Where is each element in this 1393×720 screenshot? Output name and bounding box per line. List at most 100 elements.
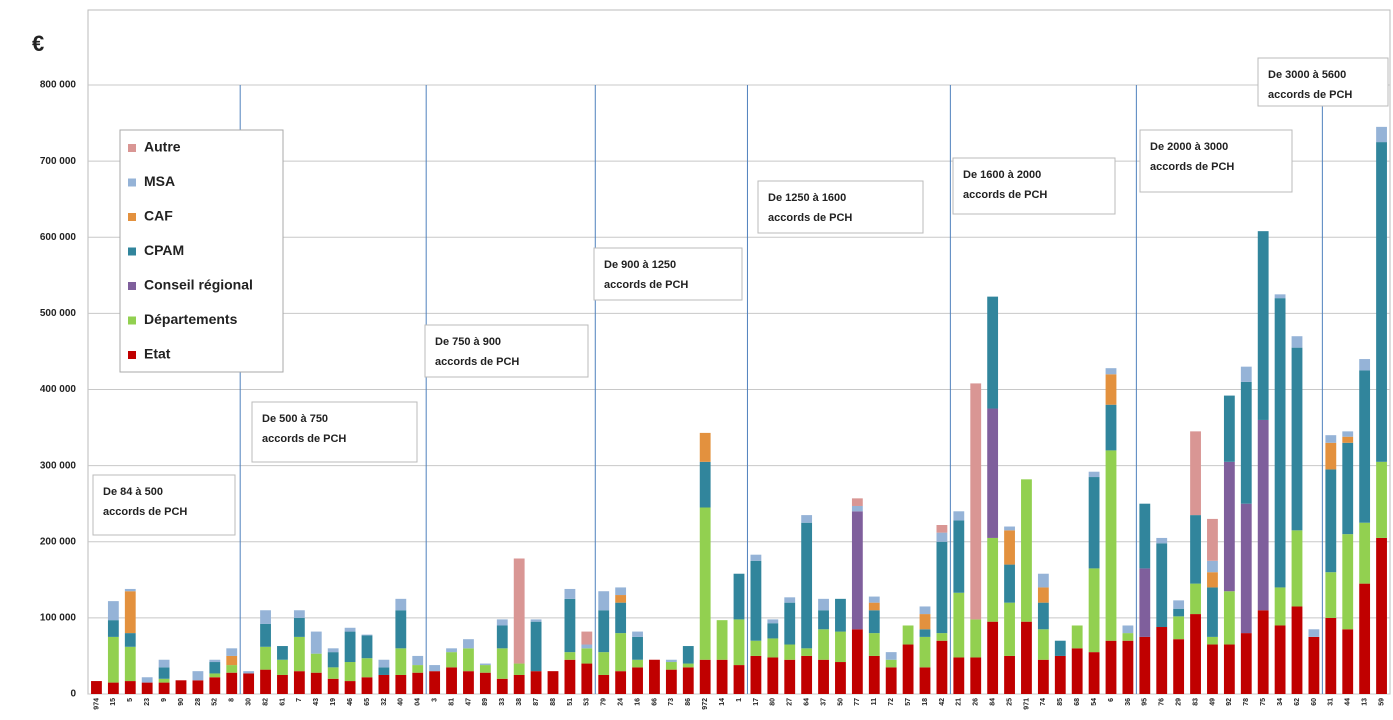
x-tick-label: 971 bbox=[1023, 698, 1030, 710]
x-tick-label: 14 bbox=[719, 698, 726, 706]
x-tick-label: 38 bbox=[516, 698, 523, 706]
bar-segment bbox=[1071, 625, 1083, 649]
bar-segment bbox=[733, 665, 745, 694]
annotation-box bbox=[757, 180, 924, 234]
annotation-text: accords de PCH bbox=[1268, 89, 1352, 101]
bar-segment bbox=[1173, 600, 1185, 609]
annotation-box bbox=[593, 247, 743, 301]
bar-segment bbox=[243, 671, 255, 674]
bar-segment bbox=[801, 648, 813, 656]
bar-segment bbox=[243, 673, 255, 694]
bar-segment bbox=[361, 658, 373, 678]
bar-segment bbox=[479, 672, 491, 694]
x-tick-label: 8 bbox=[229, 698, 236, 702]
x-tick-label: 72 bbox=[888, 698, 895, 706]
x-tick-label: 974 bbox=[93, 698, 100, 710]
bar-segment bbox=[784, 602, 796, 645]
bar-segment bbox=[716, 659, 728, 694]
legend-box bbox=[119, 129, 284, 373]
legend-label: CPAM bbox=[144, 242, 184, 258]
y-tick-label: 300 000 bbox=[40, 460, 77, 471]
bar-segment bbox=[1207, 560, 1218, 573]
bar-segment bbox=[564, 588, 576, 599]
bar-segment bbox=[953, 657, 965, 694]
bar-segment bbox=[327, 667, 339, 679]
legend-label: MSA bbox=[144, 173, 175, 189]
x-tick-label: 44 bbox=[1345, 698, 1352, 706]
bar-segment bbox=[1037, 659, 1049, 694]
bar-segment bbox=[632, 631, 643, 637]
x-tick-label: 95 bbox=[1142, 698, 1149, 706]
bar-segment bbox=[885, 667, 897, 694]
bar-segment bbox=[1156, 537, 1168, 544]
bar-segment bbox=[970, 619, 982, 658]
bar-segment bbox=[496, 648, 508, 679]
x-tick-label: 79 bbox=[601, 698, 608, 706]
bar-segment bbox=[310, 653, 322, 673]
bar-segment bbox=[615, 587, 627, 596]
y-tick-label: 500 000 bbox=[40, 308, 77, 319]
bar-segment bbox=[1359, 583, 1371, 694]
bar-segment bbox=[868, 633, 880, 656]
bar-segment bbox=[885, 659, 897, 668]
bar-segment bbox=[868, 610, 880, 634]
x-tick-label: 3 bbox=[431, 698, 438, 702]
x-tick-label: 40 bbox=[398, 698, 405, 706]
x-tick-label: 17 bbox=[753, 698, 760, 706]
bar-segment bbox=[293, 636, 305, 672]
bar-segment bbox=[1223, 461, 1235, 592]
bar-segment bbox=[395, 674, 407, 694]
bar-segment bbox=[226, 648, 238, 656]
x-tick-label: 49 bbox=[1209, 698, 1216, 706]
bar-segment bbox=[1004, 655, 1015, 694]
bar-segment bbox=[395, 610, 407, 649]
bar-segment bbox=[1071, 648, 1083, 694]
bar-segment bbox=[1105, 450, 1117, 641]
x-tick-label: 47 bbox=[465, 698, 472, 706]
bar-segment bbox=[987, 296, 999, 409]
bar-segment bbox=[682, 663, 694, 668]
bar-segment bbox=[919, 636, 931, 668]
bar-segment bbox=[513, 663, 525, 675]
unit-label: € bbox=[32, 31, 44, 56]
bar-segment bbox=[1359, 522, 1371, 584]
bar-segment bbox=[1037, 602, 1049, 630]
bar-segment bbox=[733, 619, 745, 666]
bar-segment bbox=[1325, 469, 1337, 573]
bar-segment bbox=[277, 646, 288, 660]
bar-segment bbox=[1190, 614, 1201, 694]
x-tick-label: 15 bbox=[110, 698, 117, 706]
bar-segment bbox=[970, 657, 982, 694]
bar-segment bbox=[293, 671, 305, 694]
x-tick-label: 33 bbox=[499, 698, 506, 706]
bar-segment bbox=[496, 625, 508, 649]
x-tick-label: 60 bbox=[1311, 698, 1318, 706]
bar-segment bbox=[936, 640, 948, 694]
x-tick-label: 84 bbox=[989, 698, 996, 706]
bar-segment bbox=[699, 659, 711, 694]
bar-segment bbox=[344, 631, 356, 663]
bar-segment bbox=[716, 620, 728, 660]
bar-segment bbox=[868, 655, 880, 694]
bar-segment bbox=[1359, 370, 1371, 523]
bar-segment bbox=[1139, 568, 1151, 637]
bar-segment bbox=[378, 659, 390, 668]
bar-segment bbox=[987, 537, 999, 622]
bar-segment bbox=[1291, 347, 1303, 531]
bar-segment bbox=[1088, 652, 1100, 694]
x-tick-label: 68 bbox=[1074, 698, 1081, 706]
bar-segment bbox=[1342, 629, 1354, 694]
bar-segment bbox=[1207, 587, 1218, 637]
bar-segment bbox=[1156, 627, 1168, 694]
bar-segment bbox=[1122, 640, 1134, 694]
bar-segment bbox=[1004, 564, 1015, 603]
y-tick-label: 700 000 bbox=[40, 156, 77, 167]
annotation-text: accords de PCH bbox=[1150, 161, 1234, 173]
bar-segment bbox=[1342, 442, 1354, 535]
bar-segment bbox=[902, 644, 914, 694]
bar-segment bbox=[970, 383, 982, 620]
bar-segment bbox=[784, 644, 796, 660]
bar-segment bbox=[378, 674, 390, 694]
bar-segment bbox=[141, 677, 153, 683]
bar-segment bbox=[699, 461, 711, 508]
